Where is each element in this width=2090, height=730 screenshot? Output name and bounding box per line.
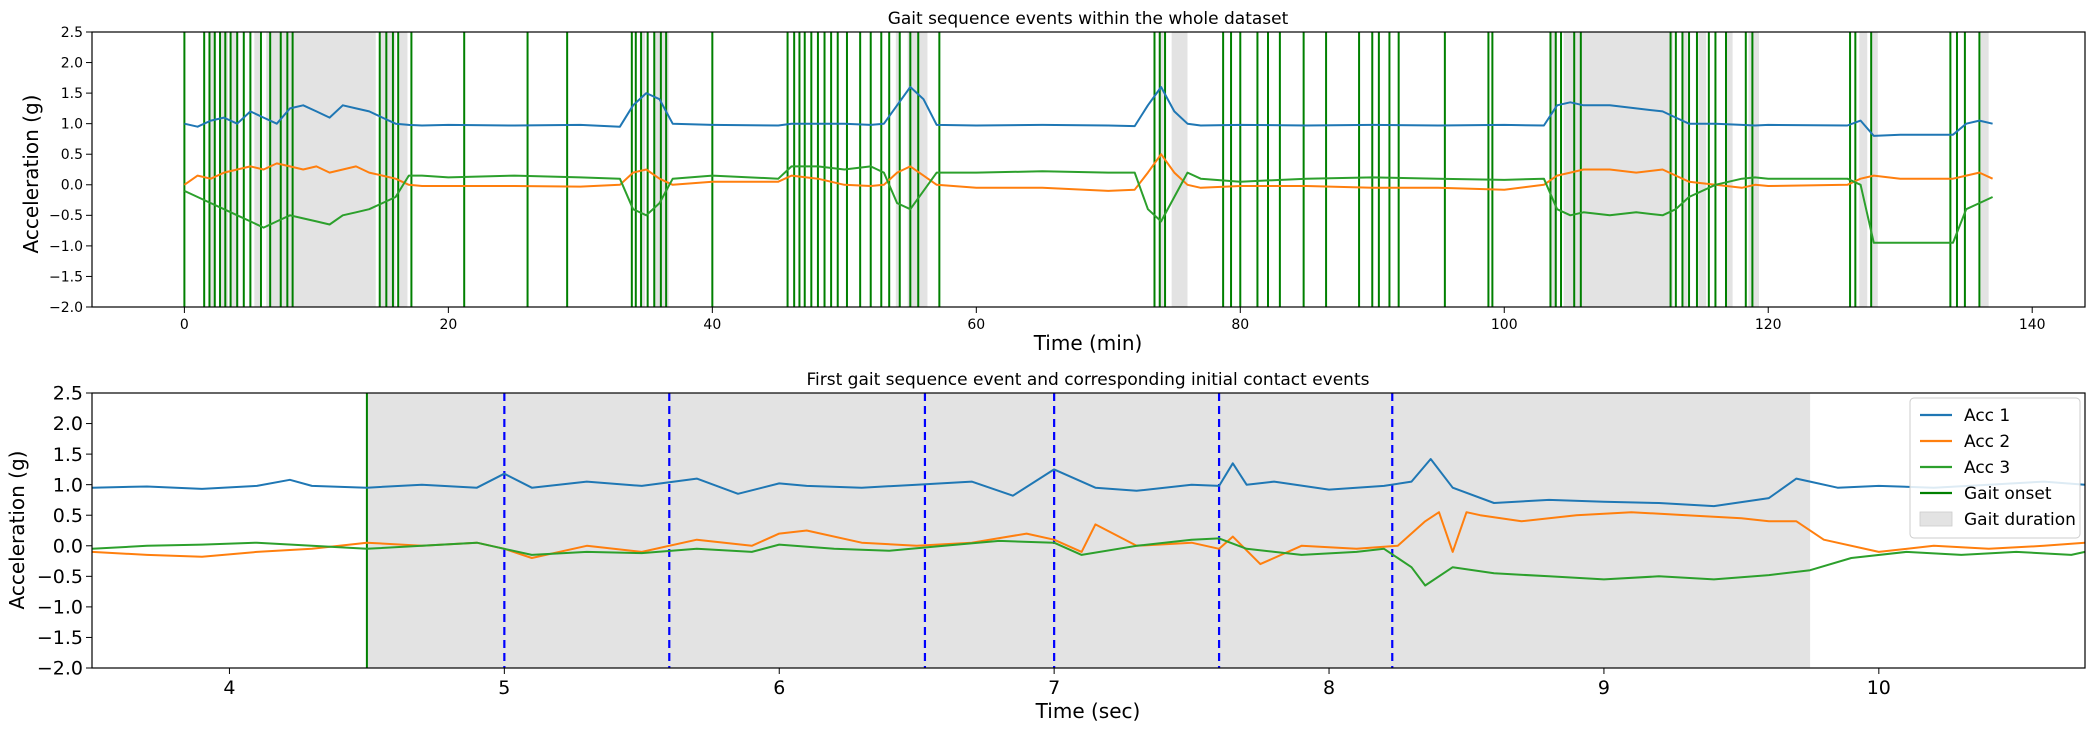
y-tick-label: −2.0 xyxy=(49,300,83,316)
y-tick-label: 1.0 xyxy=(61,117,83,133)
y-tick-label: 1.0 xyxy=(53,474,83,496)
chart-panel-overview: Gait sequence events within the whole da… xyxy=(19,9,2086,355)
series-line-acc-3 xyxy=(91,537,2086,587)
plot-frame xyxy=(91,31,2086,308)
x-tick-label: 20 xyxy=(439,317,457,333)
gait-duration-span xyxy=(1171,32,1188,307)
legend-box xyxy=(1909,397,2081,539)
y-tick-label: 2.0 xyxy=(61,55,83,71)
y-tick-label: 1.5 xyxy=(61,86,83,102)
axes: 4 5 6 7 8 9 10 −2.0 −1.5 −1.0 −0.5 0.0 0.5 1.0 1.5 2.0 2… xyxy=(37,383,2086,699)
series-line-acc-2 xyxy=(183,153,1994,192)
series-line-acc-3 xyxy=(183,165,1994,244)
gait-duration-shading-layer xyxy=(209,32,1989,307)
legend-label: Gait onset xyxy=(1964,484,2052,504)
gait-duration-shading-layer xyxy=(366,393,1811,668)
gait-onset-lines-layer xyxy=(365,393,1394,668)
y-tick-label: −0.5 xyxy=(37,566,83,588)
series-layer xyxy=(91,458,2086,587)
series-line-acc-1 xyxy=(91,458,2086,508)
series-line-acc-1 xyxy=(184,86,1993,137)
y-tick-label: −1.0 xyxy=(37,597,83,619)
gait-duration-span xyxy=(254,32,260,307)
gait-duration-span xyxy=(1158,32,1164,307)
legend-label: Acc 2 xyxy=(1964,432,2010,452)
y-axis-label: Acceleration (g) xyxy=(5,451,29,610)
legend-label: Gait duration xyxy=(1964,510,2076,530)
chart-panel-detail: First gait sequence event and correspond… xyxy=(5,370,2086,723)
x-tick-label: 100 xyxy=(1491,317,1518,333)
chart-title: First gait sequence event and correspond… xyxy=(807,370,1370,390)
x-tick-label: 140 xyxy=(2019,317,2046,333)
x-tick-label: 5 xyxy=(498,677,510,699)
gait-duration-span xyxy=(895,32,900,307)
x-tick-label: 40 xyxy=(703,317,721,333)
x-axis-label: Time (sec) xyxy=(1035,699,1141,723)
gait-duration-span xyxy=(399,32,408,307)
x-tick-label: 0 xyxy=(180,317,189,333)
gait-duration-span xyxy=(220,32,228,307)
gait-duration-span xyxy=(1550,32,1558,307)
legend-label: Acc 1 xyxy=(1964,406,2010,426)
legend: Acc 1 Acc 2 Acc 3 Gait onset Gait duration xyxy=(1909,397,2081,539)
y-tick-label: 0.5 xyxy=(53,505,83,527)
gait-duration-span xyxy=(1748,32,1759,307)
x-tick-label: 120 xyxy=(1755,317,1782,333)
y-tick-label: −1.0 xyxy=(49,239,83,255)
y-tick-label: 0.0 xyxy=(53,535,83,557)
x-tick-label: 10 xyxy=(1867,677,1891,699)
gait-duration-span xyxy=(1980,32,1989,307)
y-tick-label: 0.0 xyxy=(61,178,83,194)
plot-frame xyxy=(91,392,2086,669)
y-tick-label: −0.5 xyxy=(49,208,83,224)
gait-duration-span xyxy=(379,32,396,307)
gait-onset-lines-layer xyxy=(183,32,1981,307)
gait-duration-span xyxy=(1725,32,1733,307)
x-tick-label: 8 xyxy=(1323,677,1335,699)
chart-title: Gait sequence events within the whole da… xyxy=(888,9,1289,29)
series-layer xyxy=(183,86,1994,244)
y-tick-label: −1.5 xyxy=(37,627,83,649)
y-tick-label: 1.5 xyxy=(53,444,83,466)
gait-duration-span xyxy=(1698,32,1707,307)
x-tick-label: 80 xyxy=(1231,317,1249,333)
legend-swatch xyxy=(1919,511,1953,527)
gait-duration-span xyxy=(1871,32,1878,307)
y-tick-label: −2.0 xyxy=(37,658,83,680)
y-tick-label: −1.5 xyxy=(49,269,83,285)
y-tick-label: 2.5 xyxy=(53,383,83,405)
x-tick-label: 4 xyxy=(223,677,235,699)
legend-label: Acc 3 xyxy=(1964,458,2010,478)
x-tick-label: 9 xyxy=(1598,677,1610,699)
axes: 0 20 40 60 80 100 120 140 −2.0 −1.5 −1.0 −0.5 0.0 0.5… xyxy=(49,25,2086,333)
x-tick-label: 60 xyxy=(967,317,985,333)
gait-duration-span xyxy=(209,32,217,307)
x-tick-label: 6 xyxy=(773,677,785,699)
y-tick-label: 2.5 xyxy=(61,25,83,41)
y-tick-label: 2.0 xyxy=(53,413,83,435)
gait-duration-span xyxy=(1682,32,1688,307)
gait-duration-span xyxy=(1859,32,1868,307)
x-tick-label: 7 xyxy=(1048,677,1060,699)
y-tick-label: 0.5 xyxy=(61,147,83,163)
x-axis-label: Time (min) xyxy=(1033,331,1143,355)
y-axis-label: Acceleration (g) xyxy=(19,95,43,254)
gait-duration-span xyxy=(366,393,1811,668)
